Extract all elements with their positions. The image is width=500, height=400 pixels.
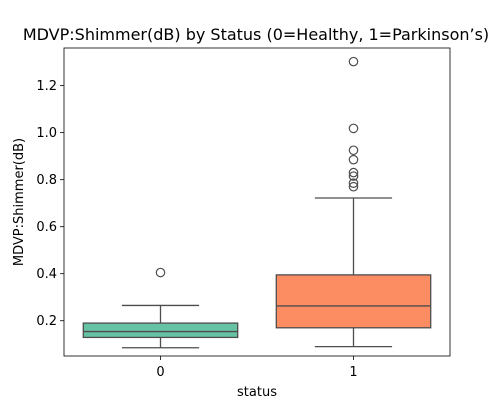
x-axis-label: status (237, 385, 277, 400)
box-group-1 (275, 56, 432, 348)
outlier-point (348, 145, 359, 156)
y-axis-label: MDVP:Shimmer(dB) (12, 138, 27, 266)
y-tick-label: 1.2 (36, 79, 57, 94)
y-tick-label: 1.0 (36, 126, 57, 141)
plot-area (82, 56, 432, 349)
outlier-point (348, 154, 359, 165)
outlier-point (348, 123, 359, 134)
box-iqr (82, 322, 239, 339)
x-tick-label: 1 (349, 365, 357, 380)
outlier-point (155, 267, 166, 278)
outlier-point (348, 171, 359, 181)
outlier-point (348, 167, 359, 178)
outlier-point (348, 178, 359, 188)
box-group-0 (82, 267, 239, 349)
outlier-point (348, 181, 359, 192)
x-tick-label: 0 (156, 365, 164, 380)
y-tick-label: 0.6 (36, 220, 57, 235)
y-axis: 0.2 0.4 0.6 0.8 1.0 1.2 (36, 79, 64, 329)
plot-frame (63, 47, 451, 357)
outlier-point (348, 56, 359, 67)
chart-title: MDVP:Shimmer(dB) by Status (0=Healthy, 1… (23, 25, 489, 44)
y-tick-label: 0.8 (36, 173, 57, 188)
y-tick-label: 0.4 (36, 267, 57, 282)
box-iqr (275, 274, 432, 329)
y-tick-label: 0.2 (36, 314, 57, 329)
